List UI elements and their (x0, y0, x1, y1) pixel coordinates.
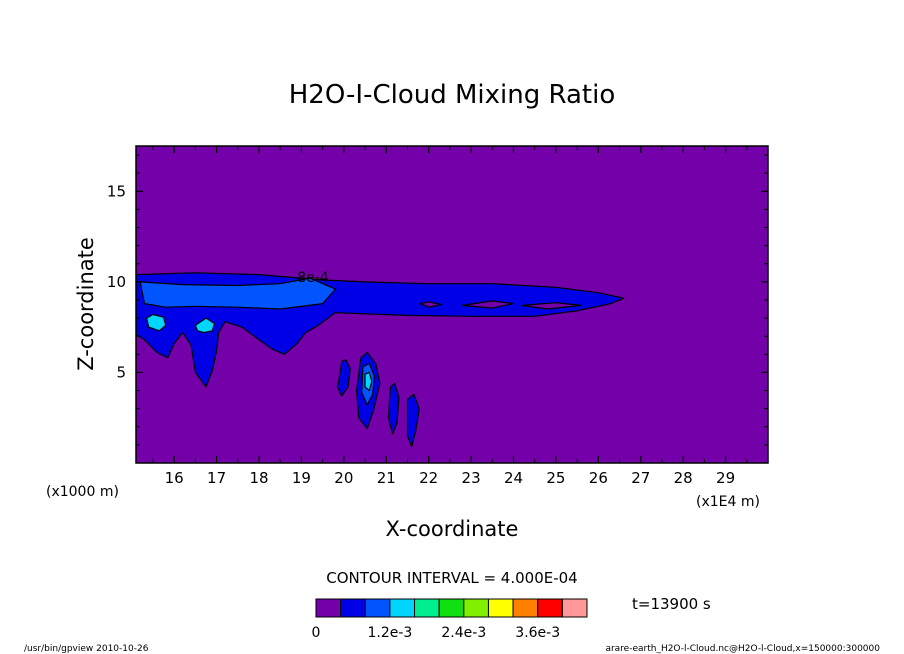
colorbar-swatch (537, 598, 563, 618)
colorbar-swatch (512, 598, 539, 618)
x-tick-label: 28 (674, 469, 693, 487)
colorbar-swatch (561, 598, 588, 618)
colorbar-label: 0 (312, 625, 321, 641)
x-tick-label: 17 (207, 469, 226, 487)
contour-interval: CONTOUR INTERVAL = 4.000E-04 (326, 569, 577, 587)
contour-hole-1 (419, 301, 442, 308)
x-tick-label: 26 (589, 469, 608, 487)
x-tick-label: 18 (249, 469, 268, 487)
colorbar-swatch (340, 598, 366, 618)
colorbar-label: 3.6e-3 (515, 625, 560, 641)
y-tick-label: 5 (116, 363, 126, 381)
colorbar-swatch (364, 598, 391, 618)
colorbar-swatch (389, 598, 416, 618)
y-axis-label: Z-coordinate (74, 237, 98, 371)
contour-fields (136, 272, 625, 448)
contour-cell-4-core (364, 371, 373, 392)
chart-title: H2O-I-Cloud Mixing Ratio (289, 80, 616, 110)
y-axis: 5 10 15 (107, 154, 768, 446)
x-tick-label: 24 (504, 469, 523, 487)
x-tick-label: 27 (631, 469, 650, 487)
x-tick-label: 29 (716, 469, 735, 487)
y-unit-label: (x1000 m) (46, 484, 119, 500)
colorbar-swatch (463, 598, 489, 618)
colorbar-label: 1.2e-3 (367, 625, 412, 641)
x-axis-label: X-coordinate (386, 517, 519, 541)
footer-left: /usr/bin/gpview 2010-10-26 (24, 644, 149, 654)
colorbar-swatch (438, 598, 465, 618)
contour-label: 8e-4 (297, 270, 329, 286)
colorbar-label: 2.4e-3 (441, 625, 486, 641)
contour-hole-2 (462, 300, 515, 309)
contour-cell-5 (387, 382, 400, 435)
x-tick-label: 23 (462, 469, 481, 487)
x-tick-label: 19 (292, 469, 311, 487)
y-tick-label: 10 (107, 273, 126, 291)
colorbar: 0 1.2e-3 2.4e-3 3.6e-3 (312, 598, 588, 641)
y-tick-label: 15 (107, 182, 126, 200)
x-axis: 16 17 18 19 20 21 22 23 24 25 26 27 28 29 (152, 146, 748, 487)
contour-cell-3 (336, 359, 351, 397)
contour-anvil-core (139, 277, 336, 310)
x-tick-label: 25 (546, 469, 565, 487)
contour-cell-6 (406, 393, 420, 448)
contour-plume-1 (146, 313, 167, 332)
x-tick-label: 16 (165, 469, 184, 487)
contour-plume-2 (194, 317, 216, 334)
x-tick-label: 21 (377, 469, 396, 487)
footer-right: arare-earth_H2O-l-Cloud.nc@H2O-l-Cloud,x… (605, 644, 880, 654)
colorbar-swatch (487, 598, 514, 618)
x-unit-label: (x1E4 m) (696, 494, 760, 510)
colorbar-swatch (414, 598, 440, 618)
colorbar-swatch (315, 598, 342, 618)
contour-hole-3 (521, 302, 583, 310)
time-label: t=13900 s (632, 595, 711, 613)
x-tick-label: 22 (419, 469, 438, 487)
x-tick-label: 20 (334, 469, 353, 487)
plot-frame (135, 145, 769, 464)
